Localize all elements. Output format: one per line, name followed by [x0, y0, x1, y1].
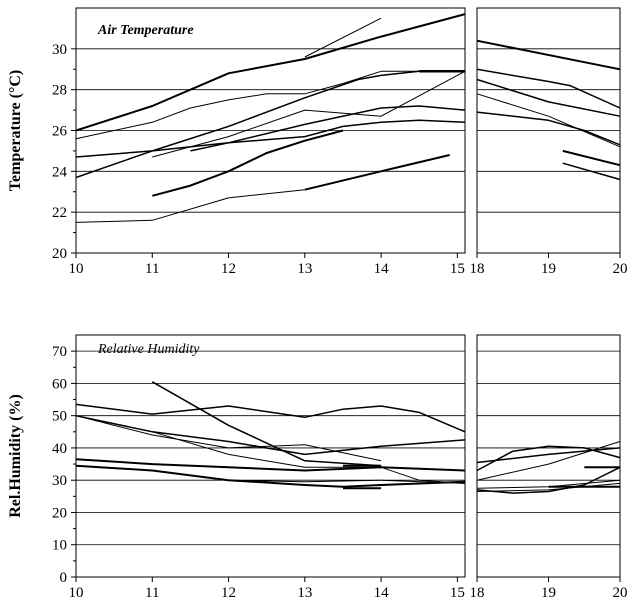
x-tick-label: 10 [69, 585, 84, 601]
series-line [75, 415, 382, 462]
plot-frame [476, 334, 621, 578]
y-tick-label: 28 [52, 83, 67, 99]
series-line [75, 403, 466, 433]
series-line [476, 447, 621, 464]
series-line [75, 70, 465, 140]
series-line [75, 414, 466, 456]
y-tick-label: 20 [52, 246, 67, 262]
x-tick-label: 11 [145, 261, 159, 277]
series-line [476, 482, 621, 492]
x-tick-label: 18 [470, 261, 485, 277]
panel-title: Air Temperature [97, 23, 194, 38]
x-tick-label: 15 [450, 261, 465, 277]
series-line [152, 70, 466, 158]
series-line [476, 111, 621, 146]
x-tick-label: 19 [541, 261, 556, 277]
y-tick-label: 50 [52, 409, 67, 425]
series-line [75, 189, 305, 223]
panel-1: 10 11 12 13 14 15 18 19 20 20 22 24 26 28 30 Temperatur… [7, 7, 628, 277]
x-tick-label: 14 [374, 585, 390, 601]
x-tick-label: 18 [470, 585, 485, 601]
y-tick-label: 70 [52, 344, 67, 360]
series-line [75, 458, 466, 472]
series-line [151, 381, 382, 467]
series-line [562, 149, 621, 167]
series-line [75, 13, 466, 132]
x-tick-label: 15 [450, 585, 465, 601]
panel-title: Relative Humidity [97, 342, 200, 357]
series-line [476, 93, 621, 148]
series-line [476, 466, 621, 494]
series-line [476, 39, 621, 71]
panel-2: 10 11 12 13 14 15 18 19 20010203040506070Rel.Hum… [7, 334, 628, 601]
x-tick-label: 13 [297, 261, 312, 277]
x-tick-label: 20 [613, 261, 628, 277]
y-tick-label: 24 [52, 164, 68, 180]
series-line [476, 68, 621, 109]
x-tick-label: 19 [541, 585, 556, 601]
y-tick-label: 20 [52, 505, 67, 521]
x-tick-label: 11 [145, 585, 159, 601]
series-line [476, 78, 621, 117]
y-axis-label: Temperature (°C) [7, 70, 24, 191]
series-line [75, 415, 466, 484]
y-tick-label: 30 [52, 473, 67, 489]
series-line [562, 162, 621, 181]
series-line [304, 17, 382, 58]
series-line [228, 479, 466, 484]
x-tick-label: 12 [221, 261, 236, 277]
y-tick-label: 40 [52, 441, 67, 457]
x-tick-label: 10 [69, 261, 84, 277]
y-tick-label: 30 [52, 42, 67, 58]
x-tick-label: 20 [613, 585, 628, 601]
plot-frame [75, 334, 466, 578]
y-axis-label: Rel.Humidity (%) [7, 394, 24, 518]
y-tick-label: 10 [52, 538, 67, 554]
series-line [75, 70, 465, 179]
y-tick-label: 26 [52, 124, 68, 140]
series-line [476, 445, 621, 472]
series-line [152, 129, 344, 197]
series-line [476, 441, 621, 481]
y-tick-label: 0 [60, 570, 68, 586]
x-tick-label: 12 [221, 585, 236, 601]
y-tick-label: 22 [52, 205, 67, 221]
series-line [304, 154, 450, 191]
series-line [75, 105, 466, 158]
x-tick-label: 14 [374, 261, 390, 277]
y-tick-label: 60 [52, 376, 67, 392]
series-line [190, 119, 466, 152]
series-line [75, 464, 466, 488]
x-tick-label: 13 [297, 585, 312, 601]
